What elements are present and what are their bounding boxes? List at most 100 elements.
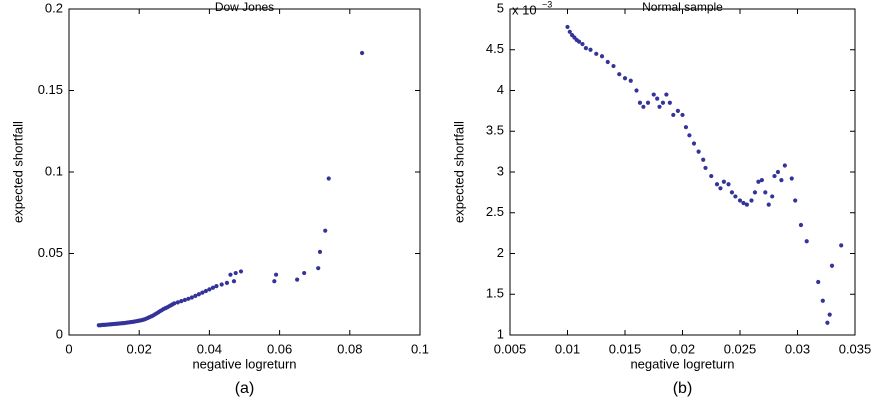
- y-tick-label: 1.5: [486, 286, 504, 301]
- point: [588, 47, 593, 52]
- x-tick-label: 0.005: [494, 341, 527, 356]
- point: [775, 169, 781, 175]
- point: [721, 179, 727, 184]
- point: [622, 76, 628, 81]
- y-axis-label: expected shortfall: [451, 121, 466, 223]
- point: [655, 96, 660, 101]
- y-axis-label: expected shortfall: [10, 121, 25, 223]
- point: [323, 228, 328, 233]
- point: [302, 270, 307, 276]
- point: [793, 198, 798, 203]
- point: [594, 51, 599, 56]
- x-tick-label: 0.035: [839, 341, 872, 356]
- point: [637, 100, 643, 105]
- x-tick-label: 0.025: [724, 341, 757, 356]
- point: [200, 290, 205, 295]
- y-tick-label: 4.5: [486, 41, 504, 56]
- point: [687, 133, 692, 138]
- x-tick-label: 0.03: [785, 341, 810, 356]
- point: [718, 186, 723, 191]
- point: [219, 282, 224, 287]
- point: [359, 50, 365, 56]
- axis-multiplier-exponent: −3: [542, 0, 552, 9]
- point: [749, 198, 754, 203]
- x-tick-label: 0.015: [609, 341, 642, 356]
- point: [599, 54, 605, 59]
- point: [641, 104, 646, 109]
- y-tick-label: 0.1: [45, 163, 63, 178]
- point: [611, 63, 616, 69]
- point: [172, 301, 177, 306]
- point: [726, 182, 731, 187]
- x-tick-label: 0.04: [197, 341, 222, 356]
- point: [657, 104, 662, 109]
- point: [741, 200, 746, 206]
- point: [228, 272, 233, 277]
- point: [829, 263, 835, 268]
- x-tick-label: 0.01: [555, 341, 580, 356]
- point: [567, 29, 572, 34]
- point: [651, 92, 656, 97]
- point: [273, 272, 279, 277]
- point: [766, 202, 771, 207]
- y-tick-label: 0: [56, 326, 63, 341]
- plot-area: [509, 8, 856, 336]
- point: [667, 100, 672, 105]
- point: [798, 222, 804, 228]
- point: [326, 176, 331, 181]
- caption: (a): [235, 380, 255, 397]
- point: [224, 280, 230, 285]
- point: [233, 270, 238, 276]
- caption: (b): [673, 380, 693, 397]
- point: [680, 112, 685, 118]
- point: [316, 266, 321, 271]
- point: [203, 288, 208, 294]
- point: [752, 190, 758, 195]
- point: [782, 163, 787, 168]
- point: [772, 173, 777, 179]
- point: [207, 287, 212, 292]
- y-tick-label: 3: [497, 163, 504, 178]
- point: [664, 92, 669, 97]
- y-tick-label: 0.15: [38, 82, 63, 97]
- point: [634, 88, 639, 93]
- point: [182, 297, 187, 303]
- x-tick-label: 0.02: [127, 341, 152, 356]
- point: [729, 190, 735, 195]
- point: [827, 312, 832, 317]
- y-tick-label: 3.5: [486, 123, 504, 138]
- x-axis-label: negative logreturn: [630, 356, 734, 371]
- y-tick-label: 2.5: [486, 204, 504, 219]
- point: [576, 39, 582, 44]
- point: [759, 178, 764, 183]
- point: [565, 24, 570, 30]
- point: [789, 176, 794, 181]
- point: [779, 178, 784, 183]
- point: [763, 190, 768, 195]
- point: [756, 179, 761, 184]
- point: [210, 285, 216, 290]
- point: [683, 125, 689, 130]
- point: [617, 72, 622, 77]
- point: [628, 78, 633, 83]
- point: [317, 249, 323, 254]
- x-tick-label: 0: [65, 341, 72, 356]
- point: [839, 243, 844, 248]
- x-axis-label: negative logreturn: [192, 356, 296, 371]
- point: [295, 277, 300, 282]
- point: [196, 292, 201, 297]
- x-tick-label: 0.06: [267, 341, 292, 356]
- point: [744, 202, 750, 207]
- axis-multiplier: x 10: [512, 2, 537, 17]
- point: [691, 141, 697, 146]
- y-tick-label: 0.05: [38, 245, 63, 260]
- point: [696, 149, 701, 154]
- point: [186, 296, 191, 301]
- y-tick-label: 2: [497, 245, 504, 260]
- point: [816, 279, 821, 285]
- plot-area: [68, 8, 421, 336]
- y-tick-label: 4: [497, 82, 504, 97]
- point: [193, 293, 198, 298]
- point: [733, 194, 738, 199]
